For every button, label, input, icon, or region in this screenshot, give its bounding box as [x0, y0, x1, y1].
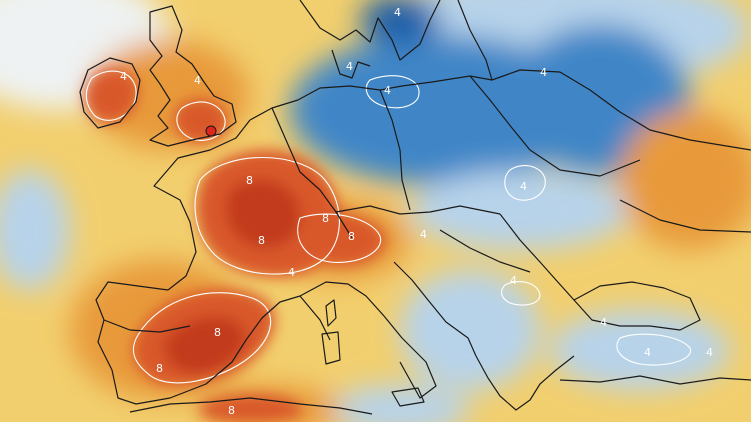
coast-north-africa — [129, 397, 373, 415]
contour-label: 8 — [214, 326, 221, 339]
contour-poland — [504, 165, 546, 201]
contour-label: 8 — [348, 230, 355, 243]
contour-label: 4 — [120, 70, 127, 83]
contour-label: 8 — [258, 234, 265, 247]
field-blue-germany-poland — [290, 35, 590, 185]
contour-ireland — [85, 70, 137, 121]
field-deepred-spain — [164, 316, 246, 374]
contour-label: 8 — [246, 174, 253, 187]
contour-label: 4 — [346, 60, 353, 73]
coast-denmark — [331, 49, 371, 79]
contour-label: 8 — [322, 212, 329, 225]
field-lightblue-hungary — [410, 170, 630, 250]
contour-labels: 4 4 4 4 4 4 4 8 8 8 8 4 4 4 4 8 8 8 4 4 — [120, 6, 713, 417]
contour-label: 4 — [520, 180, 527, 193]
field-lightblue-turkey — [550, 310, 730, 390]
border-poland-east — [469, 75, 641, 177]
coast-finland — [457, 0, 493, 81]
contour-romania — [501, 281, 541, 306]
border-balkans — [499, 213, 575, 301]
contour-label: 4 — [706, 346, 713, 359]
coast-adriatic — [393, 261, 477, 357]
field-deepblue-sweden — [360, 0, 440, 45]
field-lightblue-atlantic — [0, 170, 70, 290]
london-marker — [205, 125, 217, 137]
border-pyrenees — [299, 295, 331, 341]
coast-iberia — [95, 281, 301, 405]
hot-cores — [85, 67, 386, 422]
contour-label: 8 — [228, 404, 235, 417]
field-lightblue-balkans — [400, 270, 540, 390]
coast-black-sea — [573, 281, 701, 331]
contour-france — [194, 157, 340, 275]
contour-label: 4 — [420, 228, 427, 241]
contour-label: 4 — [194, 74, 201, 87]
contour-label: 4 — [394, 6, 401, 19]
contour-baltic — [365, 75, 420, 109]
border-alps — [335, 205, 501, 215]
border-ukraine-russia — [619, 199, 751, 233]
contour-spain — [132, 292, 272, 384]
coast-france-west — [153, 119, 251, 291]
field-deepred-france — [225, 179, 301, 249]
border-hungary — [439, 229, 531, 273]
field-red-ireland — [85, 67, 139, 123]
border-russia — [559, 71, 751, 151]
isotherm-contours — [85, 70, 691, 384]
contour-label: 8 — [156, 362, 163, 375]
coastlines-and-borders — [79, 0, 751, 415]
coast-greece — [475, 355, 575, 411]
contour-label: 4 — [288, 266, 295, 279]
border-spain-portugal — [103, 319, 191, 333]
coast-corsica — [325, 299, 337, 327]
coast-sicily — [391, 387, 425, 407]
coast-north-sea-baltic — [249, 69, 561, 121]
coast-great-britain — [149, 5, 237, 147]
contour-label: 4 — [510, 274, 517, 287]
contour-label: 4 — [540, 66, 547, 79]
contour-label: 4 — [600, 316, 607, 329]
contour-alps — [297, 213, 382, 263]
coast-ireland — [79, 57, 141, 129]
coast-turkey-south — [559, 375, 751, 385]
coast-italy-west — [299, 281, 437, 399]
field-red-alps — [296, 211, 386, 266]
coast-sardinia — [321, 331, 341, 365]
contour-label: 4 — [644, 346, 651, 359]
border-germany-poland — [379, 89, 411, 211]
coast-scandinavia — [299, 0, 441, 61]
contour-england — [176, 101, 226, 141]
border-france-germany — [271, 107, 353, 239]
contour-turkey — [616, 333, 691, 366]
contour-label: 4 — [384, 84, 391, 97]
